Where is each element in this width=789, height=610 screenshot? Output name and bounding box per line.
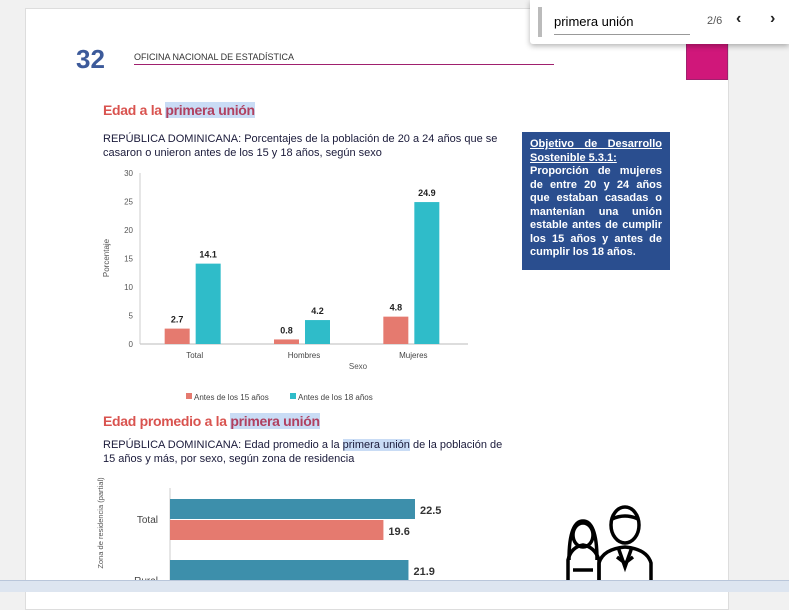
y-axis-title: Porcentaje [102,238,111,277]
data-label: 19.6 [388,526,409,538]
y-tick-label: 5 [129,312,134,321]
title-text: Edad a la [103,102,166,118]
search-highlight: primera unión [165,102,255,118]
bar [164,328,190,344]
subtitle-text: de la población de 15 años y más, por se… [103,439,503,465]
page-number: 32 [76,44,105,74]
y-tick-label: 15 [124,255,133,264]
bar [274,339,299,344]
legend-label: Antes de los 18 años [298,393,373,402]
bar [170,560,409,580]
subtitle-text: REPÚBLICA DOMINICANA: Edad promedio a la [103,439,343,451]
bottom-toolbar [0,580,789,592]
data-label: 21.9 [413,566,434,578]
legend-swatch [186,393,192,399]
ods-box: Objetivo de Desarrollo Sostenible 5.3.1:… [522,132,670,270]
find-prev-button[interactable]: ‹ [736,10,742,27]
y-tick-label: 0 [129,340,134,349]
page-header: OFICINA NACIONAL DE ESTADÍSTICA [134,52,554,65]
chart-subtitle-1: REPÚBLICA DOMINICANA: Porcentajes de la … [103,133,498,159]
y-tick-label: Total [137,515,158,526]
bar [195,263,221,344]
ods-heading: Objetivo de Desarrollo Sostenible 5.3.1: [530,138,662,164]
x-tick-label: Hombres [288,351,320,360]
find-input[interactable] [554,8,690,35]
bar [414,202,440,344]
find-next-button[interactable]: › [770,10,776,27]
couple-icon [566,505,653,581]
y-tick-label: 30 [124,169,133,178]
y-tick-label: 20 [124,226,133,235]
find-match-count: 2/6 [707,15,723,27]
data-label: 4.2 [311,306,324,316]
bar [170,499,415,519]
section-title-2: Edad promedio a la primera unión [103,413,320,429]
x-axis-title: Sexo [349,362,368,371]
data-label: 0.8 [280,325,293,335]
chart-subtitle-2: REPÚBLICA DOMINICANA: Edad promedio a la… [103,438,503,466]
x-tick-label: Mujeres [399,351,427,360]
x-tick-label: Total [186,351,203,360]
data-label: 24.9 [418,188,436,198]
bar [305,320,330,344]
y-tick-label: 10 [124,283,133,292]
find-bar: 2/6 ‹ › [530,0,789,44]
search-highlight: primera unión [230,413,320,429]
bar [383,316,409,344]
find-bar-handle [538,7,542,37]
data-label: 2.7 [171,315,184,325]
section-title-1: Edad a la primera unión [103,102,255,118]
y-axis-title: Zona de residencia (partial) [96,477,105,569]
bar [170,520,384,540]
search-highlight: primera unión [342,439,410,451]
legend-label: Antes de los 15 años [194,393,269,402]
bar-chart-1: 0 5 10 15 20 25 30 Total 2.7 14.1 Hombres 0.8 4.2 Muj… [96,169,468,591]
title-text: Edad promedio a la [103,413,231,429]
data-label: 14.1 [199,250,217,260]
data-label: 22.5 [420,505,441,517]
ods-text: Proporción de mujeres de entre 20 y 24 a… [530,165,662,258]
data-label: 4.8 [390,303,403,313]
y-tick-label: 25 [124,198,133,207]
legend-swatch [290,393,296,399]
